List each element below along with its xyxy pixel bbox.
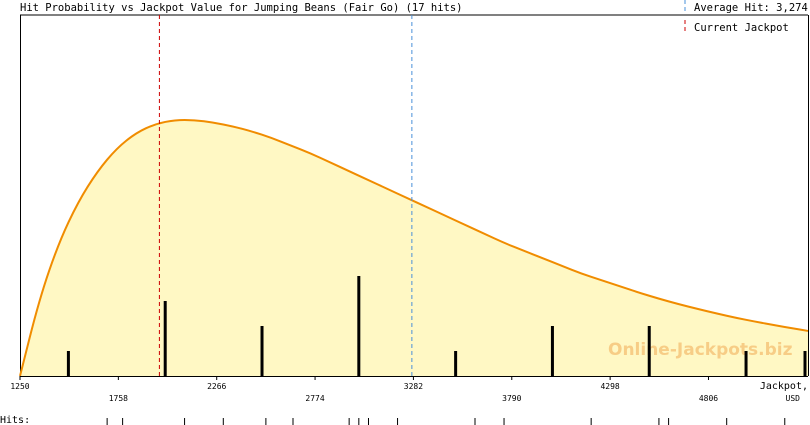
hit-bar: [357, 276, 361, 376]
x-tick-label: 1758: [109, 394, 128, 403]
x-tick-label: 4806: [699, 394, 718, 403]
hit-bar: [66, 351, 70, 376]
hit-bar: [163, 301, 167, 376]
hit-bar: [744, 351, 748, 376]
x-tick-label: 2774: [305, 394, 324, 403]
hit-bar: [647, 326, 651, 376]
legend-current-label: Current Jackpot: [694, 22, 789, 34]
watermark: Online-Jackpots.biz: [608, 340, 793, 360]
plot-frame: [20, 14, 809, 376]
x-tick-label: 1250: [10, 382, 29, 391]
hit-bar: [454, 351, 458, 376]
x-tick-label: 4298: [600, 382, 619, 391]
x-axis-unit: USD: [786, 394, 801, 403]
hit-bar: [260, 326, 264, 376]
probability-curve: [19, 118, 809, 377]
probability-area: [20, 120, 808, 376]
hit-bar: [550, 326, 554, 376]
x-axis-ticks: 1250 1758 2266 2774 3282 3790 4298 4806: [10, 376, 718, 403]
chart-title: Hit Probability vs Jackpot Value for Jum…: [20, 2, 463, 14]
hit-bar: [803, 351, 807, 376]
hit-tick-row: [106, 418, 786, 425]
x-axis-label: Jackpot,: [760, 381, 808, 392]
legend-average-label: Average Hit: 3,274: [694, 2, 808, 14]
x-tick-label: 3282: [404, 382, 423, 391]
hit-bars: [66, 276, 807, 376]
x-tick-label: 2266: [207, 382, 226, 391]
hits-label: Hits:: [0, 415, 30, 425]
x-tick-label: 3790: [502, 394, 521, 403]
